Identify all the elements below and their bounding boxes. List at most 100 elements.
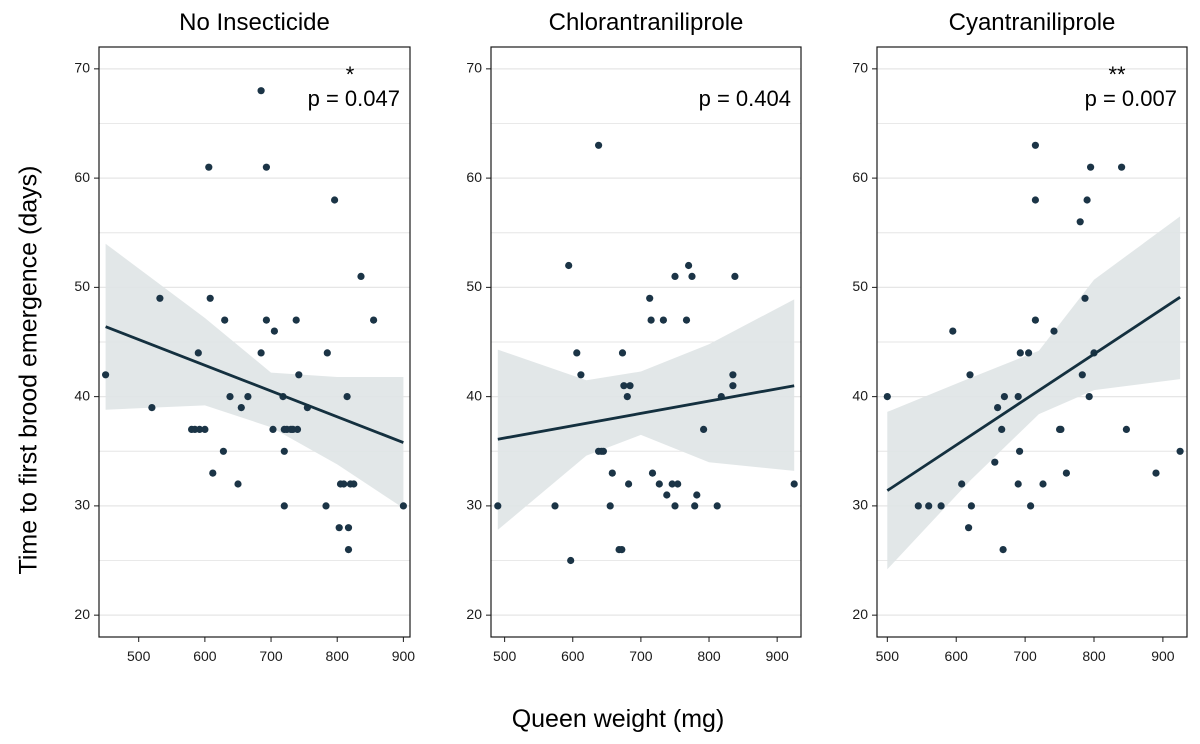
panel-title: Chlorantraniliprole [549,9,744,36]
panel-title: Cyantraniliprole [949,9,1116,36]
data-point [625,480,633,488]
panel-1: 20 30 40 50 60 70 500 600 700 800 900 No Insecticid… [74,9,415,664]
data-point [994,404,1002,412]
x-tick-label: 600 [561,648,585,664]
data-point [295,371,303,379]
data-point [205,163,213,171]
data-point [292,316,300,324]
y-tick-label: 70 [852,60,868,76]
y-tick-label: 50 [852,278,868,294]
y-tick-label: 60 [466,169,482,185]
data-point [344,546,353,554]
data-point [201,425,209,433]
y-ticks: 20 30 40 50 60 70 [466,60,491,622]
x-ticks: 500 600 700 800 900 [876,637,1175,664]
data-point [340,480,348,488]
x-tick-label: 600 [945,648,969,664]
data-point [790,480,798,488]
y-tick-label: 50 [74,278,90,294]
data-point [370,316,378,324]
y-tick-label: 40 [74,387,90,403]
data-point [237,404,245,412]
panel-3: 20 30 40 50 60 70 500 600 700 800 900 Cyantranilipr… [852,9,1188,664]
data-point [270,327,278,335]
y-tick-label: 70 [74,60,90,76]
x-ticks: 500 600 700 800 900 [127,637,415,664]
data-point [646,294,654,302]
gridlines [99,68,410,616]
data-point [729,371,737,379]
data-point [1062,469,1070,477]
regression-line [497,384,795,441]
p-value-label: p = 0.007 [1085,86,1177,111]
data-point [257,349,265,357]
data-point [244,393,252,401]
data-point [663,491,671,499]
panel-frame [98,46,411,638]
data-point [262,163,270,171]
y-tick-label: 70 [466,60,482,76]
data-point [623,393,631,401]
data-point [713,502,721,510]
significance-stars: * [346,62,355,87]
y-axis-label: Time to first brood emergence (days) [15,166,43,575]
data-point [655,480,663,488]
data-point [1000,393,1009,401]
data-point [1031,196,1039,204]
x-tick-label: 500 [127,648,151,664]
data-point [1176,447,1184,455]
significance-stars: ** [1108,62,1126,87]
data-point [647,316,655,324]
data-point [551,502,559,510]
data-point [1025,349,1033,357]
data-point [1076,218,1084,226]
data-point [729,382,737,390]
p-value-label: p = 0.404 [699,86,791,111]
data-point [1031,316,1039,324]
data-point [350,480,358,488]
y-ticks: 20 30 40 50 60 70 [852,60,877,622]
x-tick-label: 900 [1151,648,1175,664]
data-point [691,502,699,510]
y-ticks: 20 30 40 50 60 70 [74,60,99,622]
data-point [280,502,288,510]
data-point [700,425,708,433]
data-point [293,425,302,433]
data-point [648,469,657,477]
y-tick-label: 30 [852,497,868,513]
panel-frame [876,46,1188,638]
data-point [731,272,739,280]
p-value-label: p = 0.047 [308,86,400,111]
data-point [323,349,331,357]
data-point [156,294,164,302]
data-point [949,327,957,335]
data-point [1031,141,1039,149]
data-point [671,272,679,280]
x-tick-label: 800 [697,648,721,664]
y-tick-label: 60 [74,169,90,185]
x-tick-label: 700 [629,648,653,664]
data-point [219,447,227,455]
data-point [925,502,933,510]
x-tick-label: 600 [193,648,217,664]
panel-frame [490,46,802,638]
data-point [331,196,339,204]
data-point [674,480,682,488]
data-point [1118,163,1126,171]
y-tick-label: 20 [852,606,868,622]
data-point [991,458,999,466]
x-ticks: 500 600 700 800 900 [493,637,789,664]
data-point [344,524,353,532]
data-point [234,480,242,488]
data-point [262,316,270,324]
data-point [937,502,945,510]
data-point [226,393,234,401]
data-point [573,349,581,357]
confidence-band [497,299,795,530]
data-point [606,502,614,510]
y-tick-label: 30 [74,497,90,513]
y-tick-label: 40 [466,387,482,403]
data-point [599,447,608,455]
data-point [102,371,110,379]
